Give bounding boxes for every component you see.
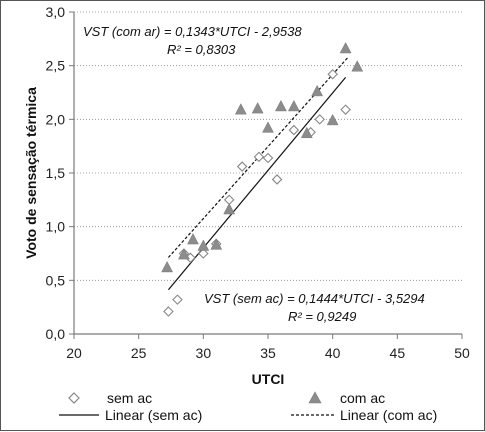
point-sem-ac — [236, 161, 248, 172]
x-tick-label: 40 — [325, 345, 341, 361]
point-sem-ac — [163, 306, 174, 317]
gridlines — [74, 11, 462, 281]
point-com-ac — [178, 248, 190, 260]
point-com-ac — [311, 84, 324, 97]
x-tick-label: 50 — [454, 345, 470, 361]
point-com-ac — [210, 238, 223, 250]
y-tick-label: 2,0 — [46, 111, 66, 127]
x-tick-label: 45 — [390, 345, 406, 361]
equation-sem-ac: VST (sem ac) = 0,1444*UTCI - 3,5294 — [204, 291, 425, 306]
point-sem-ac — [198, 248, 209, 259]
x-tick-label: 20 — [66, 345, 82, 361]
trendlines — [167, 56, 349, 291]
point-sem-ac — [327, 68, 338, 80]
point-com-ac — [326, 113, 339, 126]
point-com-ac — [287, 99, 300, 112]
point-sem-ac — [314, 114, 326, 125]
data-points — [161, 41, 364, 317]
r-squared-com-ar: R² = 0,8303 — [167, 42, 236, 57]
y-axis-title: Voto de sensação térmica — [23, 87, 39, 259]
point-sem-ac — [340, 104, 351, 115]
point-com-ac — [197, 239, 210, 251]
y-tick-label: 0,0 — [46, 326, 66, 342]
legend-marker-com-ac — [308, 391, 322, 404]
x-tick-label: 25 — [131, 345, 147, 361]
axes: 0,0 0,5 1,0 1,5 2,0 2,5 3,0 20 25 30 35 40 45 50 — [46, 4, 470, 361]
point-sem-ac — [172, 294, 183, 305]
y-tick-label: 0,5 — [46, 272, 66, 288]
point-com-ac — [262, 121, 274, 133]
point-com-ac — [187, 233, 199, 245]
point-com-ac — [251, 102, 264, 114]
point-sem-ac — [271, 174, 283, 185]
x-axis-title: UTCI — [252, 371, 285, 387]
legend-marker-sem-ac — [68, 392, 80, 404]
y-tick-label: 3,0 — [46, 4, 66, 20]
point-com-ac — [275, 99, 287, 112]
trendline-sem-ac — [167, 76, 347, 291]
legend-label-sem-ac: sem ac — [107, 390, 152, 406]
point-com-ac — [234, 103, 247, 115]
r-squared-sem-ac: R² = 0,9249 — [288, 309, 356, 324]
y-tick-label: 1,5 — [46, 165, 66, 181]
legend-label-linear-sem-ac: Linear (sem ac) — [105, 407, 202, 423]
legend: sem ac com ac Linear (sem ac) Linear (co… — [59, 390, 437, 423]
point-com-ac — [351, 60, 364, 72]
point-com-ac — [223, 202, 236, 215]
legend-label-linear-com-ac: Linear (com ac) — [340, 407, 437, 423]
y-tick-label: 1,0 — [46, 219, 66, 235]
point-sem-ac — [253, 151, 265, 163]
point-com-ac — [161, 260, 174, 273]
point-com-ac — [339, 41, 352, 54]
point-com-ac — [300, 126, 313, 139]
legend-label-com-ac: com ac — [340, 390, 385, 406]
point-sem-ac — [288, 124, 300, 136]
equation-com-ar: VST (com ar) = 0,1343*UTCI - 2,9538 — [83, 24, 302, 39]
y-tick-label: 2,5 — [46, 58, 66, 74]
x-tick-label: 30 — [196, 345, 212, 361]
x-tick-label: 35 — [260, 345, 276, 361]
point-sem-ac — [262, 152, 274, 164]
